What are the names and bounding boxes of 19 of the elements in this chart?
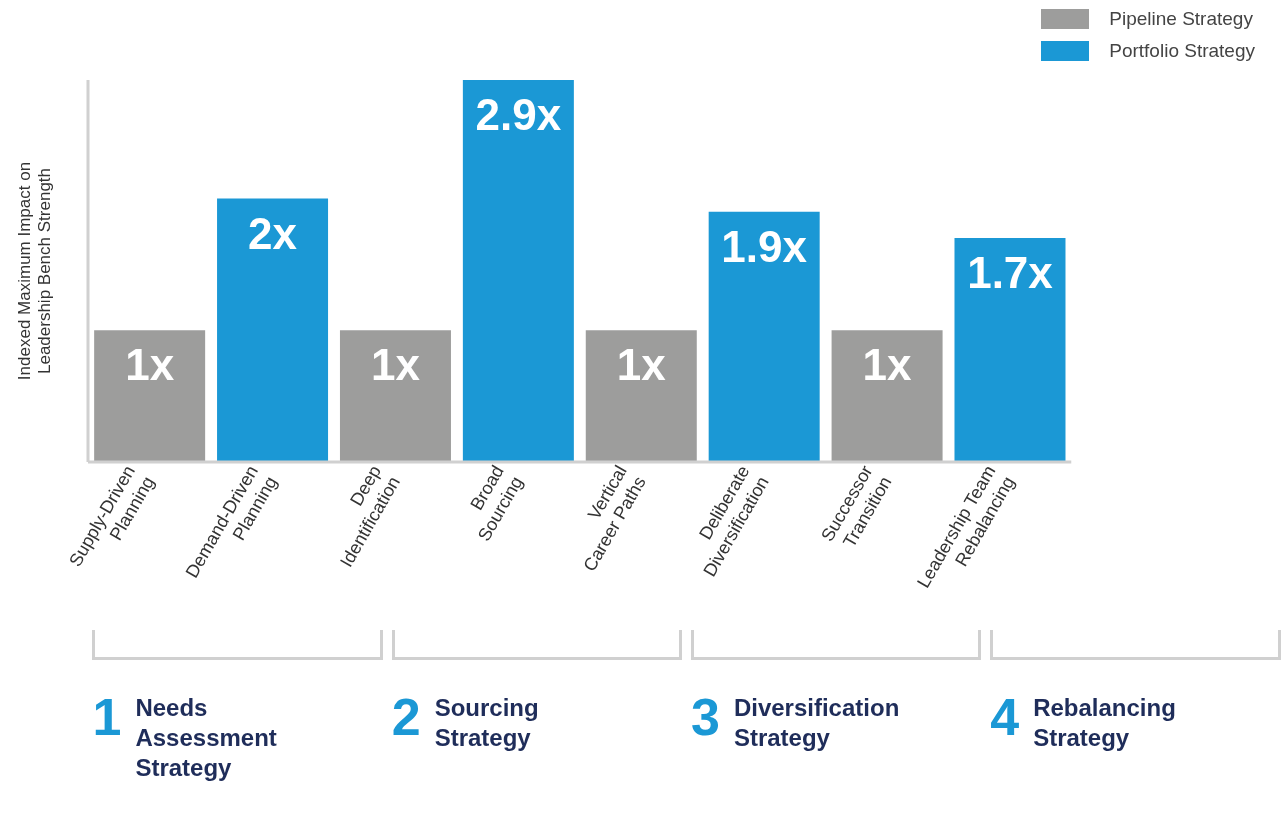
- data-label: 2.9x: [475, 90, 562, 139]
- legend-label: Portfolio Strategy: [1109, 40, 1255, 62]
- data-label: 2x: [248, 208, 298, 258]
- data-label: 1x: [616, 340, 667, 390]
- data-label: 1x: [125, 340, 175, 390]
- bar: [954, 238, 1066, 462]
- bar: [339, 330, 451, 462]
- bar: [708, 211, 820, 462]
- bar: [585, 330, 697, 462]
- legend-label: Pipeline Strategy: [1109, 8, 1253, 30]
- data-label: 1x: [370, 340, 421, 390]
- data-label: 1.7x: [967, 248, 1054, 298]
- y-axis-title: Indexed Maximum Impact on Leadership Bench Strength: [15, 161, 54, 381]
- bar: [462, 80, 574, 462]
- bar: [94, 330, 206, 462]
- data-label: 1.9x: [721, 221, 808, 271]
- bar: [831, 330, 943, 462]
- data-label: 1x: [862, 340, 913, 390]
- bar: [217, 198, 329, 462]
